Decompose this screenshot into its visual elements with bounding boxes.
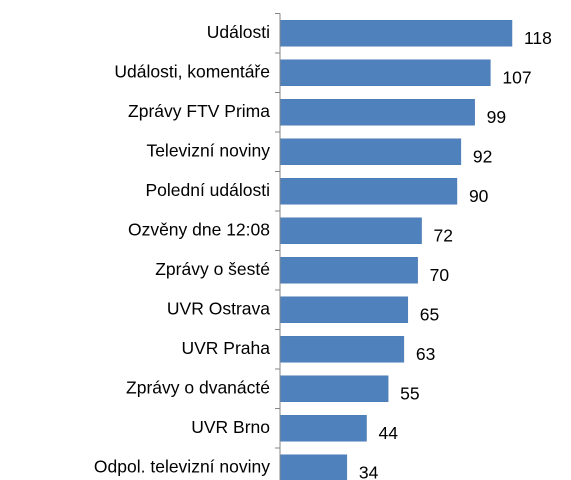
bar [279,178,458,205]
bar [279,375,389,402]
bar [279,99,475,126]
value-label: 70 [430,265,450,285]
value-label: 118 [524,28,552,48]
category-label: Televizní noviny [146,140,270,160]
bar [279,296,409,323]
bar [279,257,418,284]
category-label: UVR Ostrava [167,298,270,318]
category-label: Ozvěny dne 12:08 [128,219,270,239]
value-label: 107 [502,67,531,87]
bar [279,138,462,165]
category-label: Odpol. televizní noviny [94,456,270,476]
bar [279,59,491,86]
value-label: 63 [416,344,435,364]
bar [279,336,405,363]
value-label: 44 [379,423,399,443]
category-label: UVR Praha [181,338,270,358]
category-label: Zprávy o šesté [155,259,270,279]
category-label: UVR Brno [191,417,270,437]
value-label: 65 [420,304,439,324]
category-label: Zprávy o dvanácté [126,377,270,397]
value-label: 55 [400,383,419,403]
value-label: 34 [359,462,379,480]
value-label: 72 [434,225,453,245]
category-label: Zprávy FTV Prima [128,101,270,121]
category-label: Události, komentáře [114,61,270,81]
category-label: Polední události [145,180,270,200]
value-label: 90 [469,186,489,206]
bar [279,217,422,244]
category-label: Události [207,22,270,42]
value-label: 99 [487,107,506,127]
bar [279,20,513,47]
value-label: 92 [473,146,492,166]
bar [279,454,348,480]
bar [279,415,367,442]
